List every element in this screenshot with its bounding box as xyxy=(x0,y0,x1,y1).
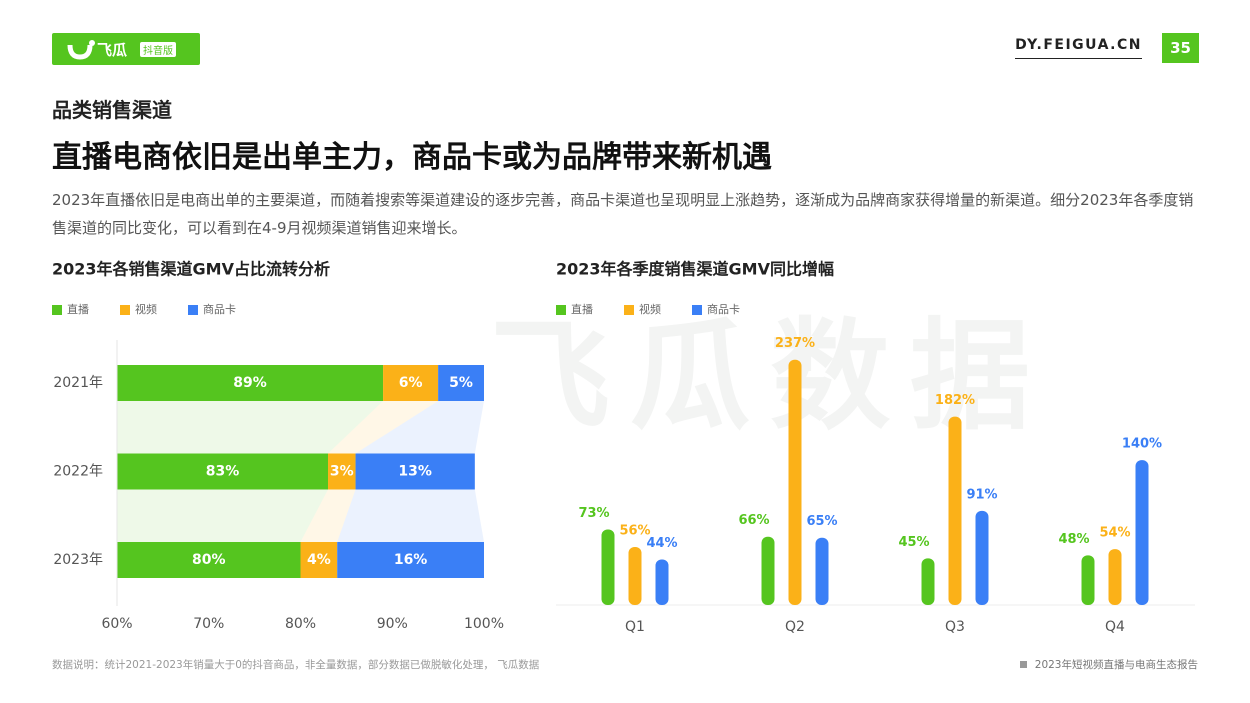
y-tick-label: 2021年 xyxy=(53,375,103,391)
bar-segment xyxy=(438,365,484,401)
flow-band xyxy=(117,401,384,454)
page-number: 35 xyxy=(1162,33,1199,63)
legend-swatch xyxy=(188,305,198,315)
legend-swatch xyxy=(120,305,130,315)
data-label: 91% xyxy=(966,487,997,502)
data-label: 80% xyxy=(192,552,226,568)
bar xyxy=(1135,460,1149,605)
chart-title: 2023年各销售渠道GMV占比流转分析 xyxy=(52,260,330,279)
x-tick-label: Q3 xyxy=(945,619,965,635)
legend-label: 视频 xyxy=(639,302,661,316)
legend-swatch xyxy=(624,305,634,315)
legend-label: 商品卡 xyxy=(707,302,740,316)
legend-label: 视频 xyxy=(135,302,157,316)
data-label: 140% xyxy=(1122,437,1162,452)
logo-icon xyxy=(67,40,95,60)
bar xyxy=(655,559,669,605)
bar xyxy=(628,547,642,605)
data-label: 65% xyxy=(806,514,837,529)
data-label: 182% xyxy=(935,393,975,408)
bar xyxy=(1081,555,1095,605)
data-label: 5% xyxy=(449,375,473,391)
data-label: 6% xyxy=(399,375,423,391)
site-url: DY.FEIGUA.CN xyxy=(1015,37,1142,59)
data-label: 56% xyxy=(619,524,650,539)
source-text: 2023年短视频直播与电商生态报告 xyxy=(1034,659,1198,671)
flow-band xyxy=(355,401,484,454)
bar-segment xyxy=(117,453,329,490)
x-tick-label: Q4 xyxy=(1105,619,1125,635)
footnote: 数据说明：统计2021-2023年销量大于0的抖音商品，非全量数据，部分数据已做… xyxy=(52,659,540,671)
data-label: 4% xyxy=(307,552,331,568)
bar-segment xyxy=(117,365,384,401)
legend-label: 商品卡 xyxy=(203,302,236,316)
legend-swatch xyxy=(692,305,702,315)
data-label: 48% xyxy=(1058,532,1089,547)
data-label: 237% xyxy=(775,336,815,351)
x-tick-label: 100% xyxy=(464,616,504,632)
legend-swatch xyxy=(556,305,566,315)
report-source: 2023年短视频直播与电商生态报告 xyxy=(1019,657,1198,672)
data-label: 45% xyxy=(898,535,929,550)
page-title: 直播电商依旧是出单主力，商品卡或为品牌带来新机遇 xyxy=(52,140,772,175)
x-tick-label: Q2 xyxy=(785,619,805,635)
bar-segment xyxy=(300,542,338,578)
data-label: 89% xyxy=(233,375,267,391)
data-label: 16% xyxy=(394,552,428,568)
data-label: 3% xyxy=(330,464,354,480)
legend-label: 直播 xyxy=(571,302,593,316)
chart-title: 2023年各季度销售渠道GMV同比增幅 xyxy=(556,260,834,279)
bar xyxy=(1108,549,1122,605)
logo: 飞瓜 抖音版 xyxy=(52,33,200,65)
logo-text: 飞瓜 xyxy=(97,41,128,59)
x-tick-label: 80% xyxy=(285,616,316,632)
x-tick-label: 90% xyxy=(377,616,408,632)
bar-segment xyxy=(355,453,475,490)
bar xyxy=(788,359,802,605)
data-label: 73% xyxy=(578,506,609,521)
legend-swatch xyxy=(52,305,62,315)
bar-segment xyxy=(383,365,439,401)
bar-segment xyxy=(337,542,484,578)
y-tick-label: 2022年 xyxy=(53,464,103,480)
bar xyxy=(601,529,615,605)
bar xyxy=(921,558,935,605)
bar xyxy=(815,537,829,605)
data-label: 83% xyxy=(206,464,240,480)
flow-band xyxy=(337,489,484,542)
bar-segment xyxy=(117,542,301,578)
data-label: 66% xyxy=(738,513,769,528)
y-tick-label: 2023年 xyxy=(53,552,103,568)
bar-segment xyxy=(328,453,356,490)
source-bullet xyxy=(1019,661,1027,668)
flow-band xyxy=(117,489,329,542)
bar xyxy=(761,536,775,605)
description: 2023年直播依旧是电商出单的主要渠道，而随着搜索等渠道建设的逐步完善，商品卡渠… xyxy=(52,191,1194,237)
data-label: 44% xyxy=(646,536,677,551)
x-tick-label: 70% xyxy=(193,616,224,632)
logo-badge: 抖音版 xyxy=(140,42,176,57)
section-title: 品类销售渠道 xyxy=(52,98,172,122)
legend-label: 直播 xyxy=(67,302,89,316)
bar xyxy=(948,416,962,605)
watermark: 飞瓜数据 xyxy=(490,308,1050,447)
data-label: 13% xyxy=(398,464,432,480)
bar xyxy=(975,510,989,605)
flow-band xyxy=(328,401,439,454)
data-label: 54% xyxy=(1099,526,1130,541)
flow-band xyxy=(300,489,356,542)
x-tick-label: Q1 xyxy=(625,619,645,635)
x-tick-label: 60% xyxy=(101,616,132,632)
